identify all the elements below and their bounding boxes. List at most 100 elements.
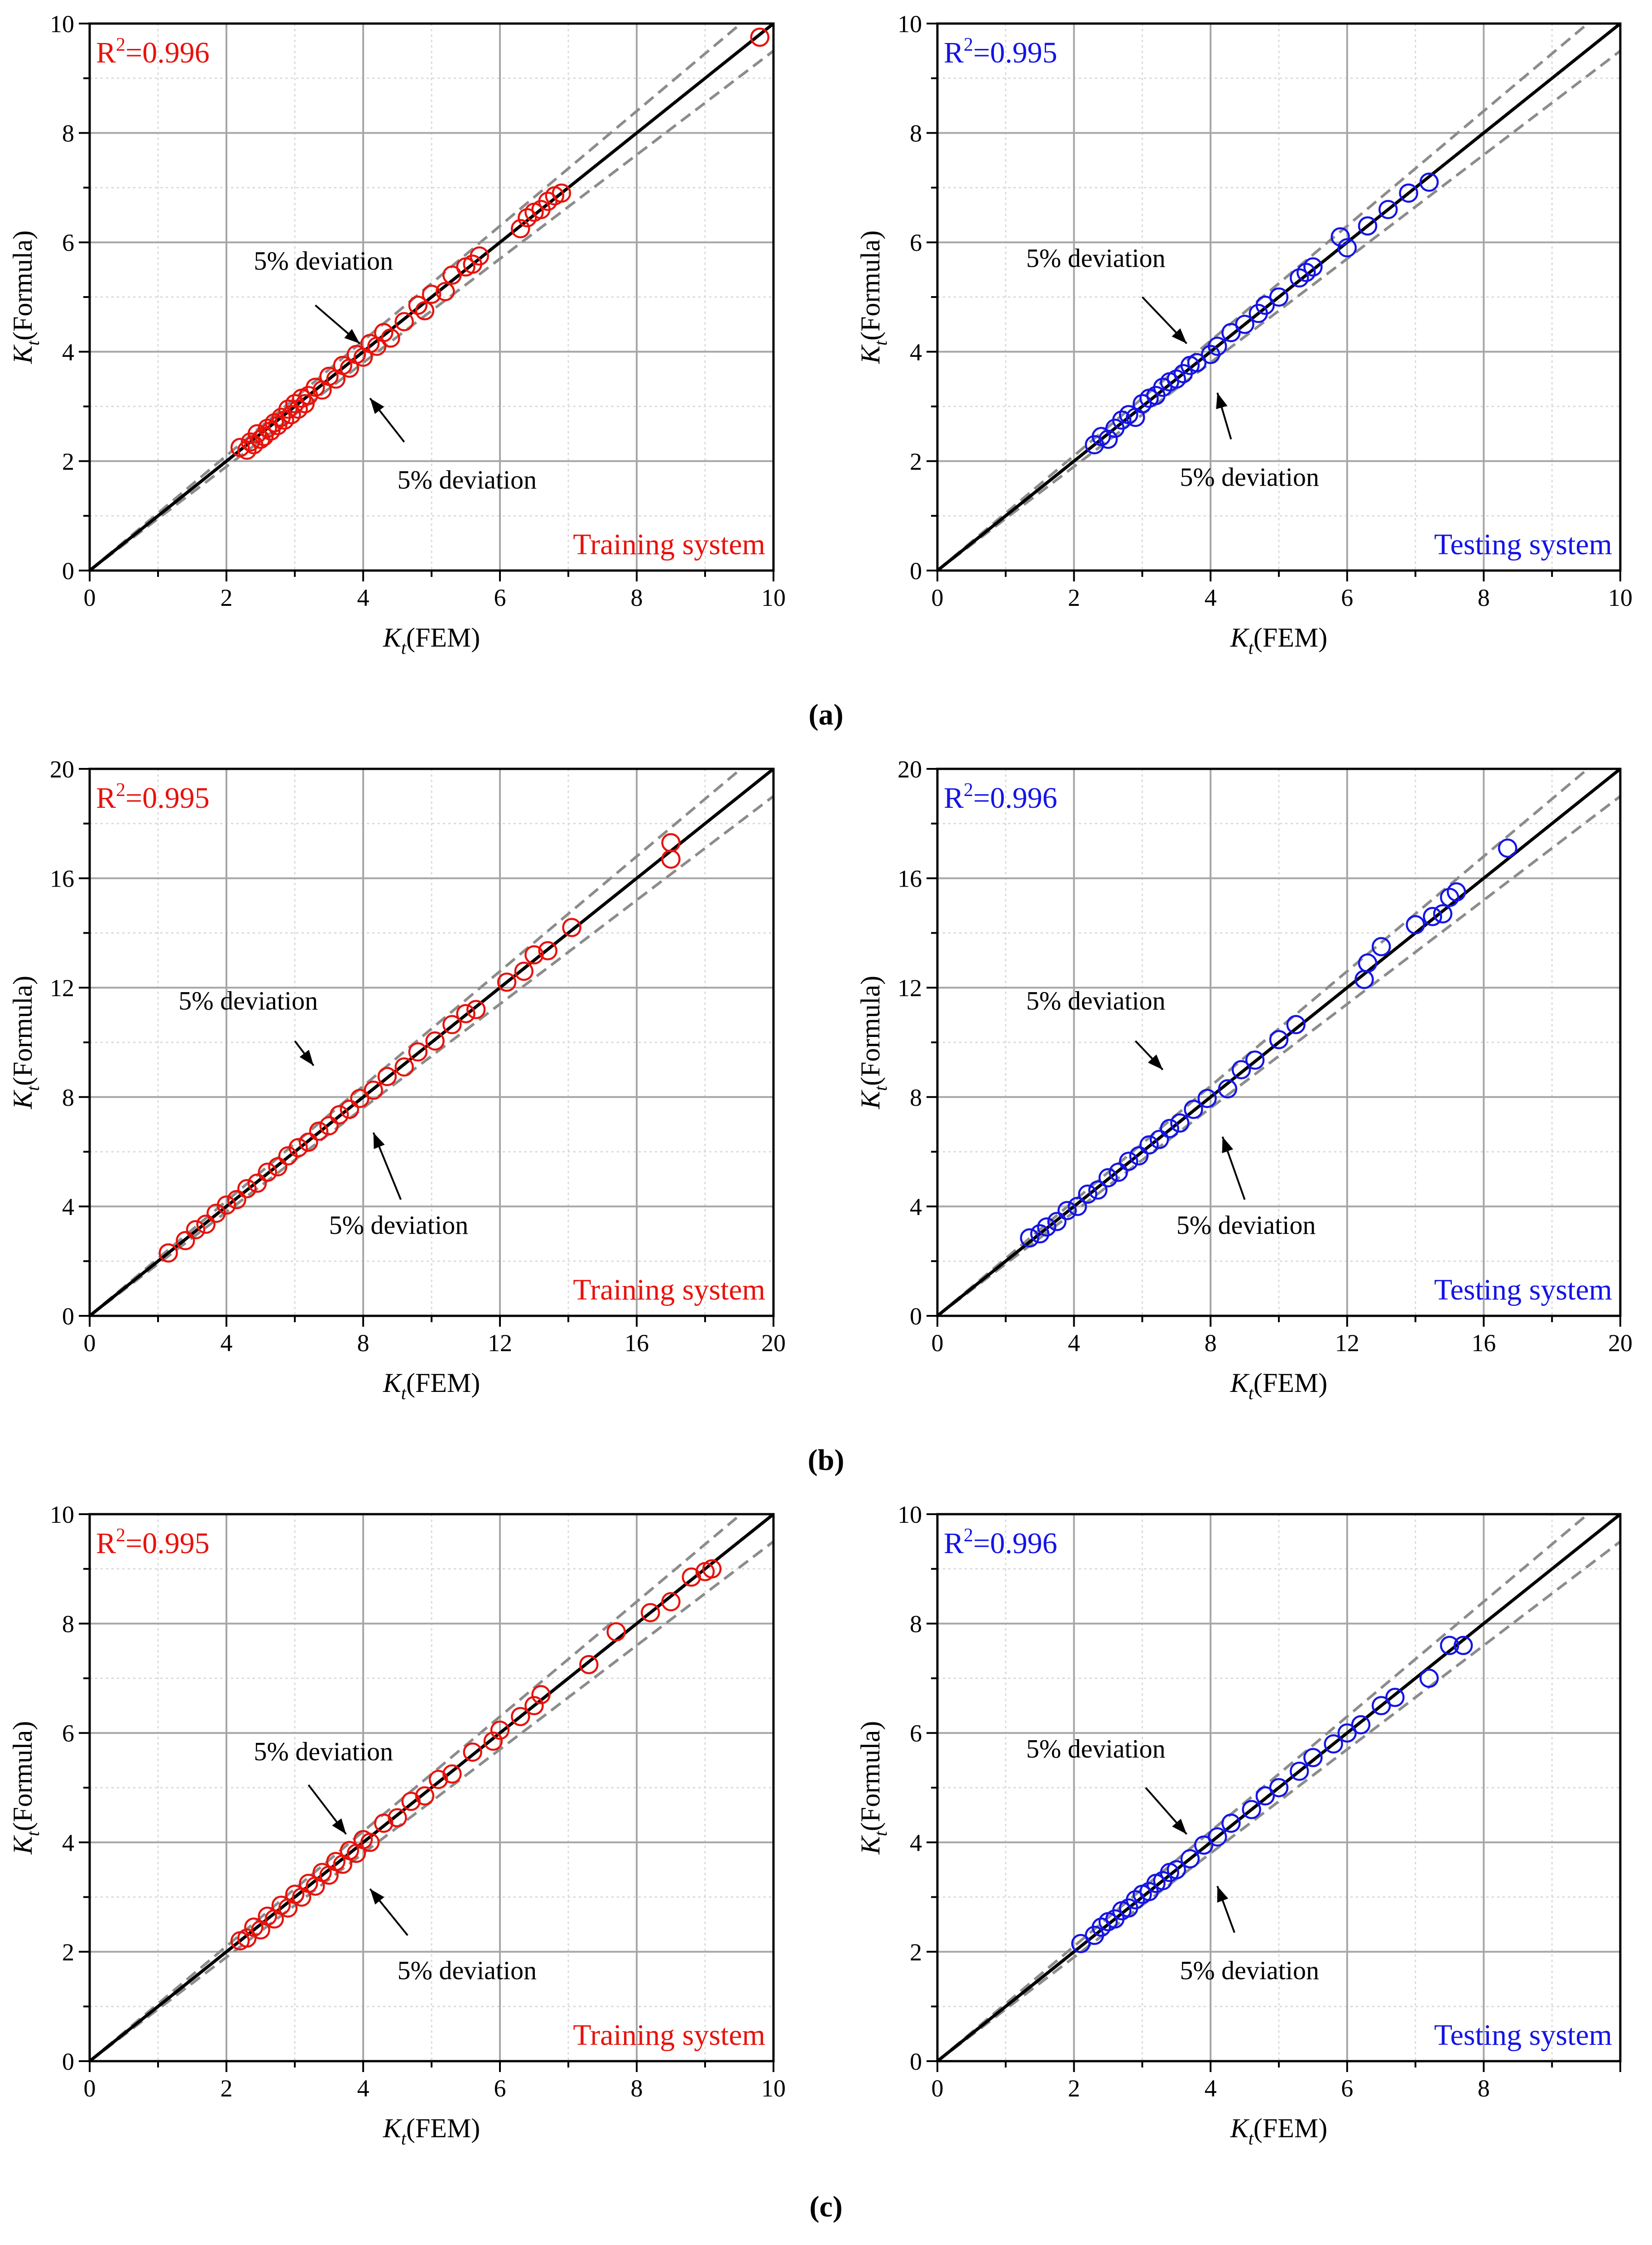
deviation-line <box>937 24 1590 571</box>
data-point <box>1423 907 1442 926</box>
data-point <box>319 1116 339 1136</box>
data-point <box>350 1089 370 1108</box>
axis-ticks <box>927 23 1621 581</box>
data-point <box>1446 882 1466 902</box>
x-axis-symbol: K <box>383 1368 403 1398</box>
reference-lines <box>90 1514 773 2061</box>
data-point <box>394 312 414 331</box>
panel-caption: (c) <box>809 2190 842 2223</box>
chart-c-testing: 0 2 4 6 80246810Kt(FEM)Kt(Formula)R2=0.996Te… <box>855 1501 1622 2149</box>
axis-ticks <box>927 768 1621 1327</box>
data-point <box>490 1720 510 1740</box>
panel-caption: (a) <box>809 698 844 731</box>
data-point <box>374 1813 394 1833</box>
data-point <box>394 1057 414 1077</box>
x-tick-label: 2 <box>1068 2075 1080 2102</box>
deviation-line <box>90 50 773 571</box>
data-point <box>158 1243 178 1263</box>
data-point <box>1231 1060 1251 1079</box>
data-point <box>261 421 281 441</box>
annotation-arrowhead <box>1222 1137 1234 1153</box>
data-point <box>1208 336 1227 356</box>
x-axis-symbol: K <box>1230 623 1250 652</box>
deviation-line <box>90 795 773 1316</box>
data-point <box>1358 953 1378 973</box>
annotation-arrowhead <box>1217 1886 1229 1903</box>
data-point <box>538 192 557 211</box>
x-axis-title: Kt(FEM) <box>383 1368 480 1403</box>
x-axis-text: (FEM) <box>406 1368 480 1398</box>
y-axis-subscript: t <box>23 1085 43 1091</box>
data-point <box>1139 1135 1159 1155</box>
annotation-arrowhead <box>373 1132 385 1149</box>
data-point <box>278 399 298 419</box>
deviation-line <box>937 1514 1590 2061</box>
r-squared-label: R2=0.996 <box>944 780 1057 815</box>
x-tick-label: 4 <box>1205 584 1217 611</box>
annotation-arrowhead <box>1148 1054 1163 1070</box>
y-tick-label: 10 <box>50 10 74 38</box>
data-point <box>309 1122 329 1141</box>
data-point <box>1047 1212 1067 1231</box>
data-point <box>1109 1162 1128 1182</box>
r-squared-superscript: 2 <box>964 780 973 801</box>
data-point <box>360 1832 380 1852</box>
x-tick-label: 4 <box>221 1329 233 1357</box>
r-squared-value: =0.996 <box>973 782 1057 815</box>
data-point <box>511 219 530 239</box>
data-point <box>1020 1228 1039 1248</box>
data-point <box>1351 1715 1371 1735</box>
y-tick-label: 4 <box>910 1829 922 1856</box>
r-squared-label: R2=0.995 <box>96 780 210 815</box>
y-tick-label: 2 <box>62 448 74 475</box>
x-axis-symbol: K <box>1230 2113 1250 2143</box>
x-axis-title: Kt(FEM) <box>1230 1368 1328 1403</box>
data-point <box>511 1707 530 1727</box>
x-tick-label: 6 <box>1341 2075 1353 2102</box>
y-tick-label: 2 <box>910 1938 922 1966</box>
data-point <box>702 1559 722 1579</box>
deviation-line <box>90 24 743 571</box>
y-axis-subscript: t <box>870 340 891 345</box>
x-tick-label: 4 <box>1205 2075 1217 2102</box>
data-point <box>254 427 274 446</box>
x-axis-subscript: t <box>1249 638 1254 658</box>
data-point <box>1245 1051 1265 1070</box>
y-tick-label: 6 <box>62 1720 74 1747</box>
system-label: Training system <box>573 528 765 561</box>
system-label: Training system <box>573 1273 765 1306</box>
r-squared-label: R2=0.995 <box>944 34 1057 69</box>
y-tick-label: 6 <box>910 229 922 256</box>
r-squared-prefix: R <box>944 1527 964 1560</box>
deviation-annotation: 5% deviation <box>254 246 393 276</box>
annotation-arrowhead <box>370 1889 384 1905</box>
data-points <box>1071 1636 1473 1953</box>
y-tick-label: 2 <box>62 1938 74 1966</box>
y-axis-text: (Formula) <box>8 230 38 341</box>
x-tick-label: 0 <box>84 2075 96 2102</box>
r-squared-superscript: 2 <box>116 1525 125 1546</box>
x-axis-subscript: t <box>401 1383 407 1403</box>
data-point <box>1498 838 1518 858</box>
x-tick-label: 4 <box>1068 1329 1080 1357</box>
data-point <box>1167 369 1186 389</box>
data-point <box>377 1067 397 1086</box>
deviation-annotation: 5% deviation <box>178 986 318 1016</box>
deviation-annotation: 5% deviation <box>254 1737 393 1766</box>
identity-line <box>90 1514 773 2061</box>
data-point <box>1187 353 1207 373</box>
data-point <box>1221 1813 1241 1833</box>
y-tick-label: 12 <box>898 974 922 1002</box>
x-axis-subscript: t <box>401 2128 407 2149</box>
data-point <box>1255 295 1275 315</box>
data-point <box>374 323 394 342</box>
data-point <box>1440 1636 1460 1655</box>
y-tick-label: 0 <box>910 557 922 585</box>
x-axis-text: (FEM) <box>406 623 480 652</box>
data-point <box>1067 1197 1087 1216</box>
y-tick-label: 0 <box>62 2048 74 2075</box>
data-point <box>531 1685 551 1704</box>
data-point <box>1167 1860 1186 1880</box>
